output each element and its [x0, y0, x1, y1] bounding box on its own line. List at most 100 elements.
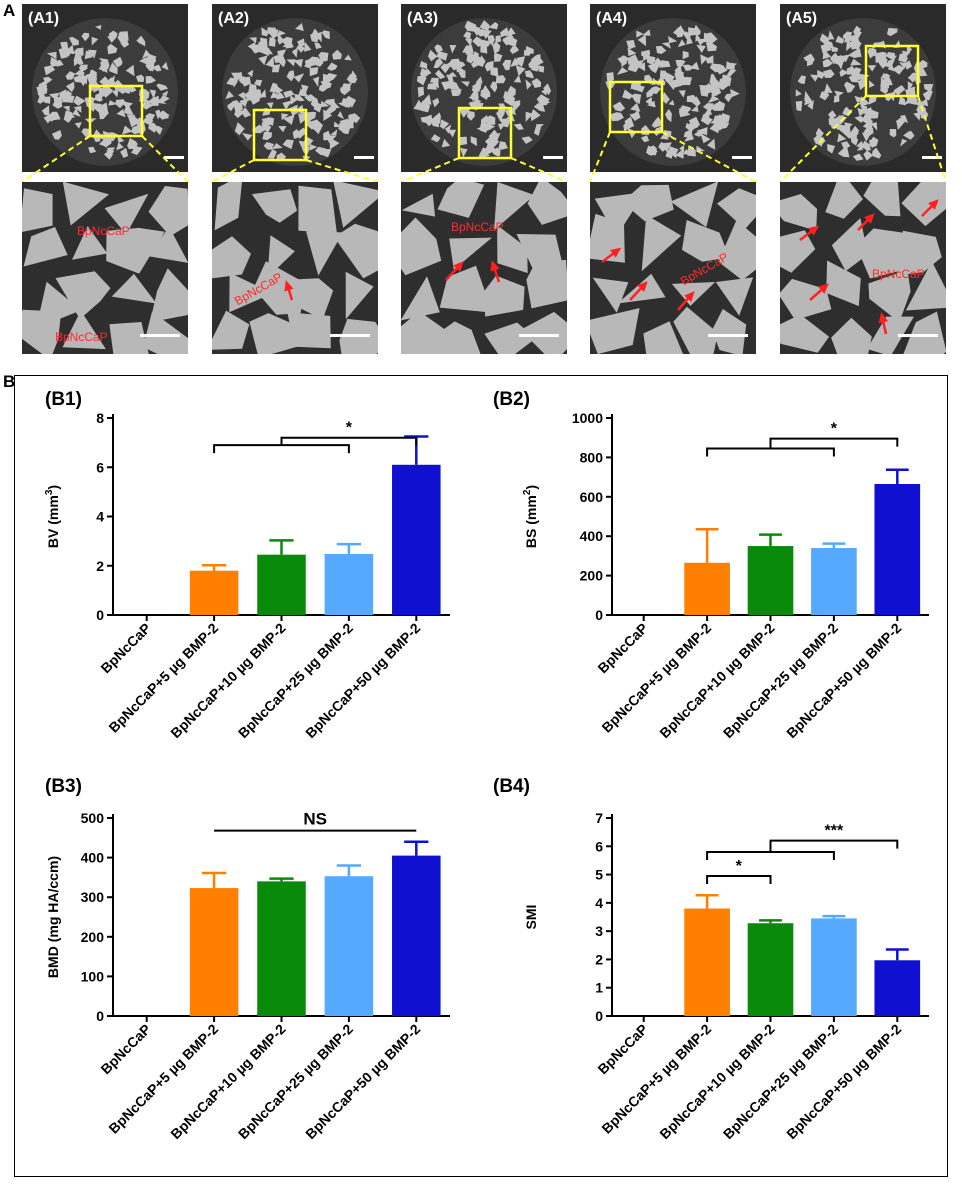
x-tick-label: BpNcCaP+25 µg BMP-2 [720, 620, 841, 741]
material-label: BpNcCaP [872, 267, 925, 281]
y-tick-label: 1 [595, 980, 603, 996]
microct-label-3: (A3) [407, 10, 439, 27]
bar [189, 888, 239, 1016]
y-tick-label: 6 [96, 459, 104, 475]
y-axis-label: BMD (mg HA/ccm) [45, 856, 61, 978]
y-tick-label: 100 [81, 968, 105, 984]
chart-panel-label: (B3) [45, 776, 82, 797]
x-tick-label: BpNcCaP+25 µg BMP-2 [720, 1021, 841, 1142]
significance-label: * [831, 421, 838, 438]
significance-bracket [706, 874, 772, 884]
y-tick-label: 200 [81, 929, 105, 945]
microct-zoom-5: BpNcCaP [780, 182, 946, 354]
panel-b-frame [14, 375, 948, 1177]
bar [392, 855, 441, 1016]
x-tick-label: BpNcCaP+50 µg BMP-2 [783, 1021, 904, 1142]
bar [257, 881, 306, 1016]
x-tick-label: BpNcCaP+5 µg BMP-2 [105, 620, 221, 736]
chart-panel-label: (B2) [493, 389, 530, 410]
scale-bar [164, 156, 184, 159]
bar [392, 464, 441, 615]
x-tick-label: BpNcCaP+10 µg BMP-2 [167, 620, 288, 741]
y-tick-label: 600 [580, 489, 604, 505]
y-axis-label: BV (mm3) [44, 485, 61, 548]
microct-zoom-4: BpNcCaP [590, 182, 756, 354]
material-label: BpNcCaP [451, 220, 504, 234]
y-tick-label: 3 [595, 923, 603, 939]
bar [257, 554, 306, 615]
significance-bracket [706, 447, 835, 457]
significance-label: * [346, 420, 353, 437]
chart-panel-label: (B1) [45, 389, 82, 410]
bar [747, 546, 794, 615]
significance-bracket [213, 444, 350, 454]
y-tick-label: 6 [595, 838, 603, 854]
y-tick-label: 300 [81, 889, 105, 905]
y-tick-label: 1000 [572, 410, 603, 426]
x-tick-label: BpNcCaP+10 µg BMP-2 [167, 1021, 288, 1142]
y-axis-label: SMI [523, 905, 539, 930]
x-tick-label: BpNcCaP+50 µg BMP-2 [783, 620, 904, 741]
x-tick-label: BpNcCaP+25 µg BMP-2 [235, 1021, 356, 1142]
microct-label-5: (A5) [786, 10, 818, 27]
scale-bar [732, 156, 752, 159]
bar [324, 876, 374, 1016]
y-tick-label: 0 [595, 607, 603, 623]
y-tick-label: 0 [96, 1008, 104, 1024]
material-label: BpNcCaP [55, 330, 108, 344]
scale-bar [543, 156, 563, 159]
bar [684, 562, 730, 615]
microct-overview-4: (A4) [590, 4, 756, 172]
significance-label: NS [303, 810, 327, 829]
x-tick-label: BpNcCaP+10 µg BMP-2 [656, 1021, 777, 1142]
y-tick-label: 500 [81, 810, 105, 826]
zoom-connector [589, 131, 757, 183]
bar [811, 548, 857, 615]
y-axis-label: BS (mm2) [522, 485, 539, 548]
zoom-connector [211, 159, 379, 183]
scale-bar [140, 334, 180, 337]
scale-bar [330, 334, 370, 337]
microct-label-1: (A1) [28, 10, 60, 27]
y-tick-label: 400 [580, 528, 604, 544]
x-tick-label: BpNcCaP+50 µg BMP-2 [302, 1021, 423, 1142]
x-tick-label: BpNcCaP+10 µg BMP-2 [656, 620, 777, 741]
x-tick-label: BpNcCaP+5 µg BMP-2 [105, 1021, 221, 1137]
panel-a-letter: A [3, 1, 16, 20]
microct-overview-2: (A2) [212, 4, 378, 172]
y-tick-label: 400 [81, 850, 105, 866]
y-tick-label: 2 [595, 951, 603, 967]
bar [874, 483, 921, 615]
x-tick-label: BpNcCaP [594, 620, 650, 676]
bar [811, 918, 857, 1016]
x-tick-label: BpNcCaP+5 µg BMP-2 [598, 1021, 714, 1137]
x-tick-label: BpNcCaP [97, 1021, 153, 1077]
significance-bracket [706, 850, 835, 860]
scale-bar [519, 334, 559, 337]
microct-zoom-1: BpNcCaP BpNcCaP [22, 182, 188, 354]
scale-bar [708, 334, 748, 337]
x-tick-label: BpNcCaP+5 µg BMP-2 [598, 620, 714, 736]
significance-label: *** [825, 823, 844, 840]
y-tick-label: 800 [580, 449, 604, 465]
significance-bracket [280, 436, 418, 446]
significance-label: * [736, 858, 743, 875]
x-tick-label: BpNcCaP [594, 1021, 650, 1077]
y-tick-label: 0 [595, 1008, 603, 1024]
microct-zoom-3: BpNcCaP [401, 182, 567, 354]
y-tick-label: 4 [96, 509, 104, 525]
significance-bracket [769, 839, 899, 852]
y-tick-label: 0 [96, 607, 104, 623]
y-tick-label: 8 [96, 410, 104, 426]
y-tick-label: 200 [580, 568, 604, 584]
microct-label-2: (A2) [218, 10, 250, 27]
bar [324, 553, 374, 615]
x-tick-label: BpNcCaP [97, 620, 153, 676]
panel-b-letter: B [3, 372, 16, 391]
y-tick-label: 5 [595, 867, 603, 883]
chart-panel-label: (B4) [493, 776, 530, 797]
scale-bar [922, 156, 942, 159]
y-tick-label: 4 [595, 895, 603, 911]
zoom-connector [779, 95, 947, 183]
